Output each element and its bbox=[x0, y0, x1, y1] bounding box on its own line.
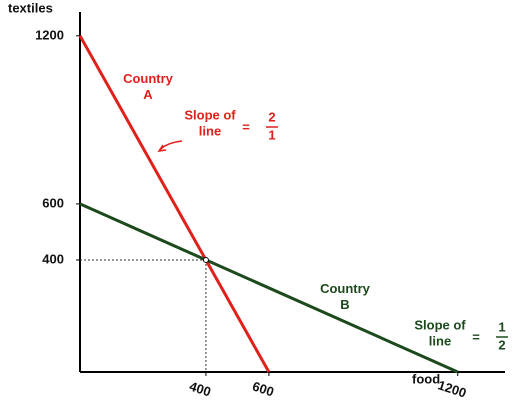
x-tick-label: 600 bbox=[251, 379, 276, 400]
y-tick-label: 400 bbox=[42, 251, 64, 266]
series-line bbox=[78, 35, 271, 373]
annotation-arrowhead bbox=[157, 144, 167, 152]
annotation-numerator: 1 bbox=[498, 319, 505, 334]
intersection-point bbox=[202, 256, 209, 263]
annotation-denominator: 1 bbox=[268, 127, 275, 142]
annotation-numerator: 2 bbox=[268, 109, 275, 124]
annotation-denominator: 2 bbox=[498, 337, 505, 352]
annotation-text: Slope of bbox=[184, 107, 236, 122]
y-tick-label: 600 bbox=[42, 195, 64, 210]
x-tick-label: 1200 bbox=[436, 377, 468, 400]
series-label: Country A bbox=[123, 71, 174, 102]
x-axis-label: food bbox=[412, 371, 440, 386]
annotation-text: line bbox=[199, 123, 221, 138]
x-tick-label: 400 bbox=[188, 379, 213, 400]
annotation-equals: = bbox=[242, 119, 250, 134]
annotation-equals: = bbox=[472, 329, 480, 344]
annotation-text: Slope of bbox=[414, 317, 466, 332]
series-label: Country B bbox=[320, 281, 371, 312]
series-line bbox=[79, 202, 459, 374]
y-axis-label: textiles bbox=[8, 0, 53, 15]
annotation-text: line bbox=[429, 333, 451, 348]
y-tick-label: 1200 bbox=[35, 27, 64, 42]
